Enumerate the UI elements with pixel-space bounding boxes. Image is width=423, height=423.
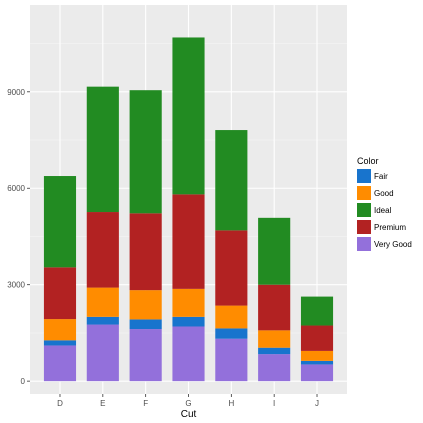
bar-segment (172, 194, 205, 289)
bar-segment (258, 284, 291, 331)
y-tick-label: 6000 (7, 184, 25, 193)
bar-segment (258, 347, 291, 355)
legend-title: Color (357, 156, 379, 166)
legend: Color Fair Good Ideal Premium Very Good (357, 156, 412, 251)
x-tick-label: G (185, 399, 191, 408)
y-tick-label: 0 (21, 377, 26, 386)
legend-label: Ideal (374, 206, 392, 215)
bar-segment (43, 340, 77, 346)
y-tick-label: 9000 (7, 88, 25, 97)
bar-segment (129, 319, 162, 330)
bar-segment (215, 130, 248, 231)
x-axis-title: Cut (181, 409, 197, 420)
legend-key (357, 237, 371, 251)
bar-segment (43, 267, 77, 320)
x-tick-label: E (100, 399, 105, 408)
x-tick-label: H (228, 399, 234, 408)
bar-segment (258, 330, 291, 348)
legend-label: Good (374, 189, 394, 198)
bar-segment (300, 325, 334, 351)
x-tick-label: F (143, 399, 148, 408)
bar-segment (129, 213, 162, 291)
bar-segment (86, 324, 119, 382)
bar-segment (172, 288, 205, 317)
bar-segment (86, 287, 119, 317)
bar-segment (172, 37, 205, 195)
legend-key (357, 169, 371, 183)
bar-segment (86, 316, 119, 325)
legend-label: Very Good (374, 240, 412, 249)
bar-segment (215, 230, 248, 306)
bar-segment (129, 90, 162, 214)
bars (43, 37, 334, 382)
x-axis: D E F G H I J (57, 394, 319, 408)
x-tick-label: I (273, 399, 275, 408)
bar-segment (43, 345, 77, 382)
bar-segment (129, 329, 162, 382)
bar-segment (300, 296, 334, 326)
bar-segment (258, 217, 291, 285)
x-tick-label: J (315, 399, 319, 408)
bar-segment (172, 316, 205, 327)
bar-segment (129, 290, 162, 320)
bar-segment (300, 364, 334, 382)
legend-key (357, 220, 371, 234)
bar-segment (258, 354, 291, 382)
bar-segment (43, 176, 77, 268)
legend-label: Fair (374, 172, 388, 181)
bar-segment (300, 350, 334, 361)
bar-segment (300, 360, 334, 365)
legend-key (357, 203, 371, 217)
legend-label: Premium (374, 223, 406, 232)
legend-key (357, 186, 371, 200)
y-axis: 0 3000 6000 9000 (7, 88, 30, 386)
y-tick-label: 3000 (7, 281, 25, 290)
bar-segment (43, 319, 77, 341)
bar-segment (172, 326, 205, 382)
bar-segment (86, 86, 119, 213)
bar-segment (215, 338, 248, 382)
x-tick-label: D (57, 399, 63, 408)
bar-segment (215, 305, 248, 329)
bar-segment (86, 212, 119, 288)
bar-segment (215, 328, 248, 339)
